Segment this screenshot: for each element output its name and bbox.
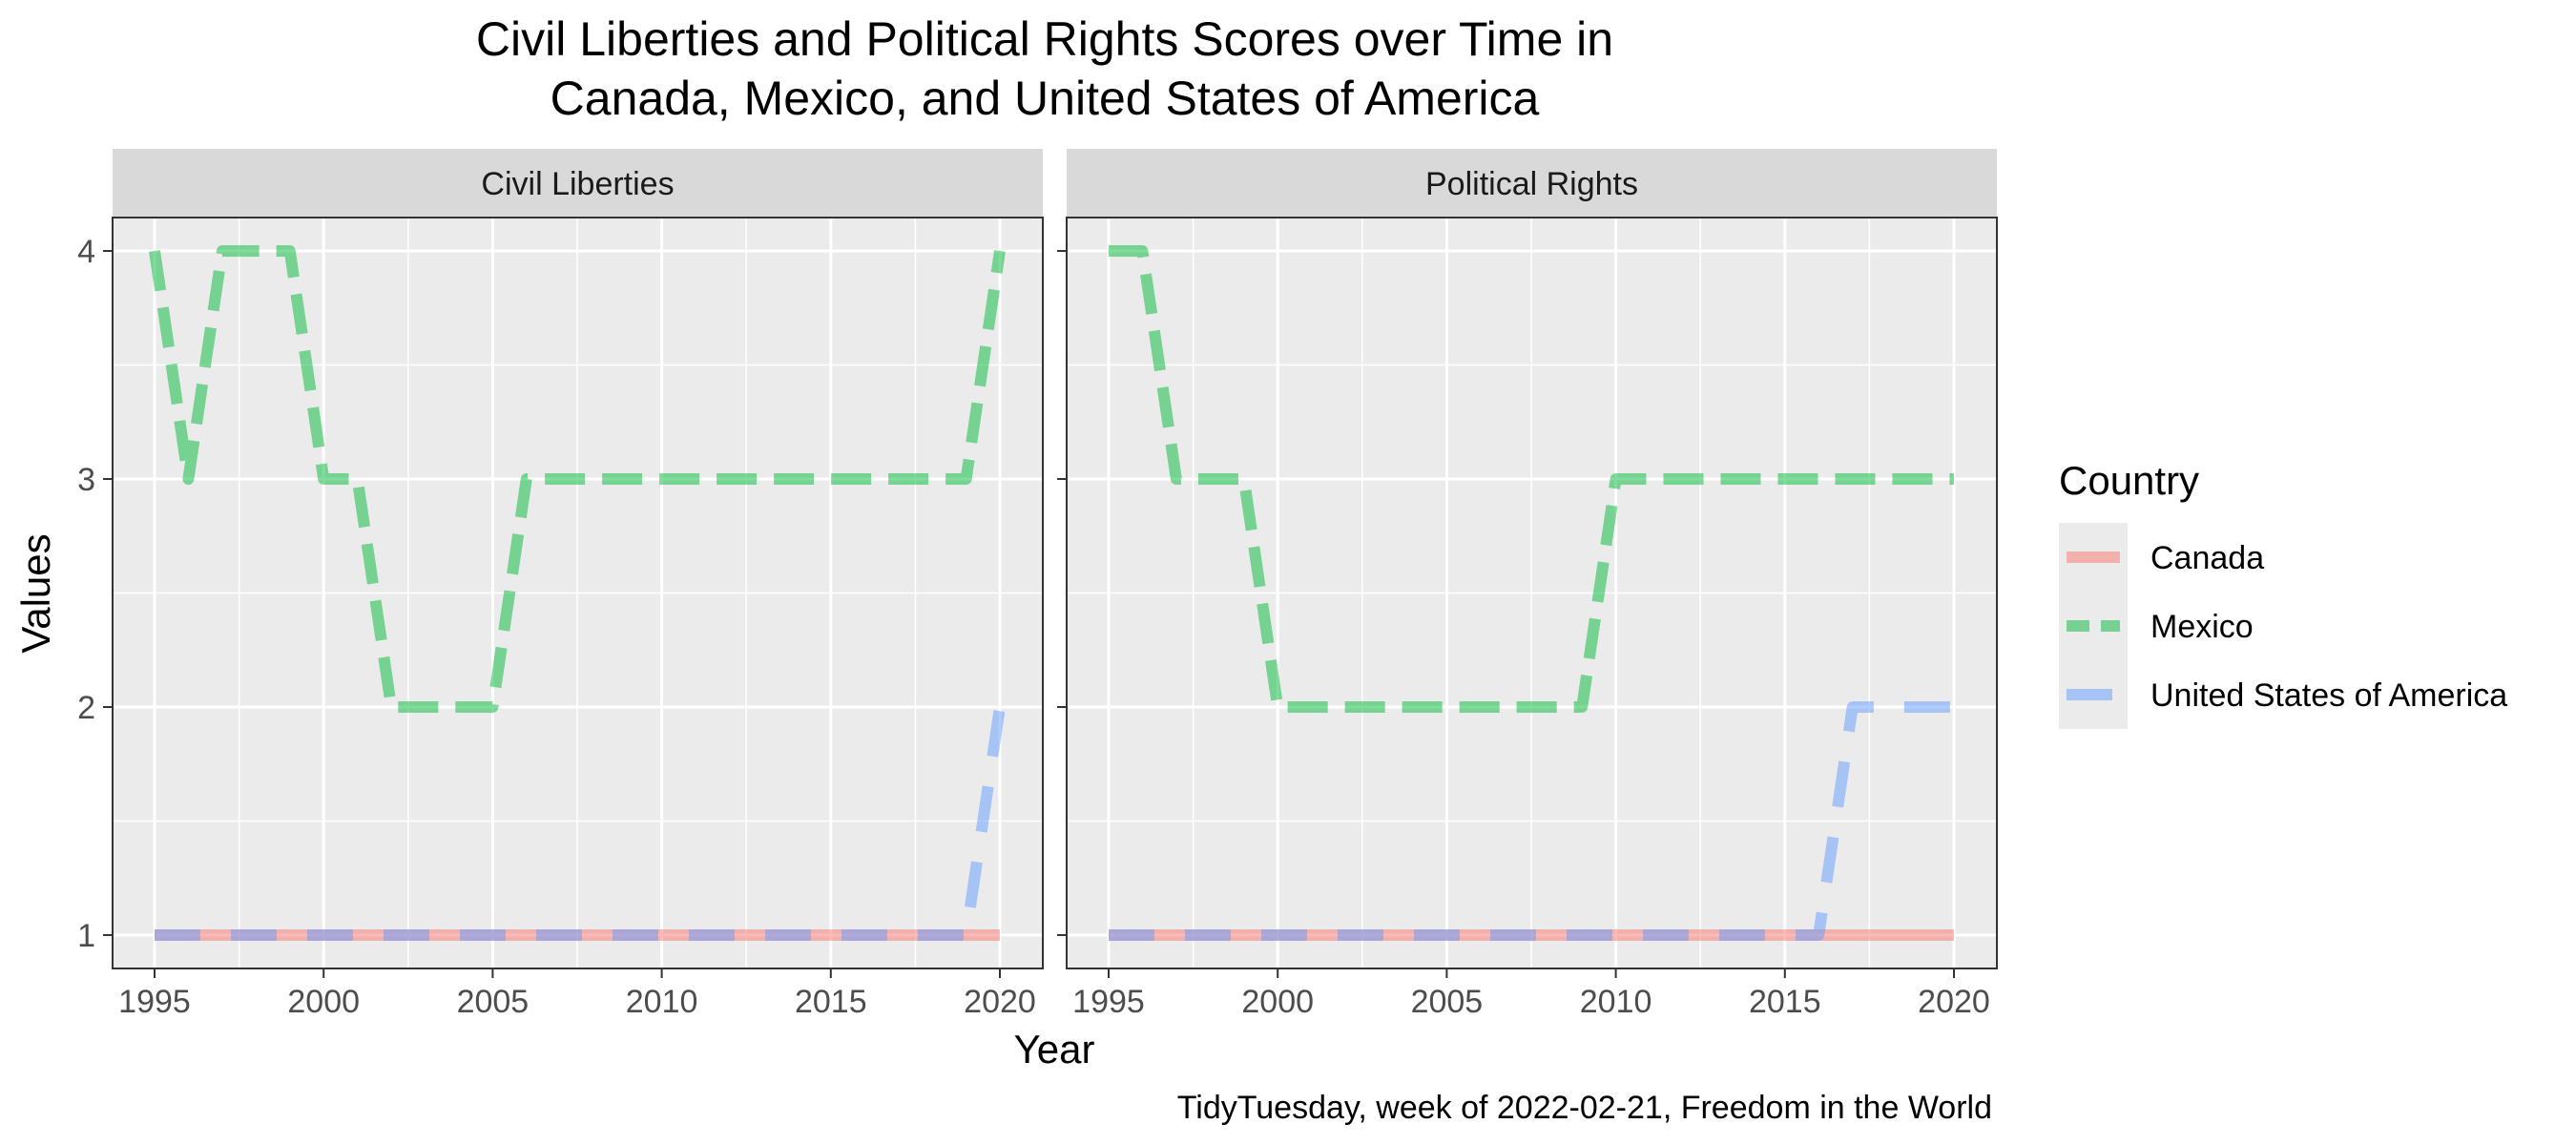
series-line-united-states-of-america (155, 706, 1006, 941)
strip-label: Civil Liberties (481, 166, 674, 202)
x-tick-label: 1995 (1072, 984, 1145, 1020)
x-tick-label: 2005 (457, 984, 530, 1020)
legend-item-canada: Canada (2059, 523, 2264, 592)
x-tick-label: 2015 (1749, 984, 1821, 1020)
legend: Country Canada Mexico United States of Ame… (2059, 458, 2507, 729)
panel-border (1066, 217, 1998, 969)
y-tick-label: 2 (77, 690, 95, 726)
series-line-united-states-of-america (1109, 701, 1954, 941)
panel-civil-liberties: Civil Liberties 1995 2000 2005 2010 2015 2020 1… (77, 149, 1044, 1020)
x-tick-label: 2005 (1411, 984, 1484, 1020)
y-tick-label: 4 (77, 234, 95, 270)
strip-background (1067, 149, 1997, 218)
x-tick-label: 2015 (795, 984, 867, 1020)
x-tick-label: 2020 (1918, 984, 1990, 1020)
strip-label: Political Rights (1425, 166, 1638, 202)
strip-background (113, 149, 1043, 218)
x-tick-label: 2010 (626, 984, 698, 1020)
facet-panels: Civil Liberties 1995 2000 2005 2010 2015 2020 1… (77, 149, 1998, 1020)
x-tick-label: 2000 (1241, 984, 1314, 1020)
legend-title: Country (2059, 458, 2199, 503)
x-tick-label: 1995 (118, 984, 191, 1020)
chart-title-line-2: Canada, Mexico, and United States of Ame… (551, 72, 1540, 125)
legend-label: Mexico (2150, 609, 2254, 645)
chart-title-line-1: Civil Liberties and Political Rights Sco… (476, 12, 1613, 66)
x-tick-label: 2020 (964, 984, 1036, 1020)
panel-border (112, 217, 1044, 969)
x-tick-label: 2010 (1580, 984, 1652, 1020)
series-line-mexico (1109, 245, 1954, 713)
x-axis-label: Year (1014, 1027, 1095, 1072)
y-tick-label: 1 (77, 918, 95, 954)
legend-item-united-states-of-america: United States of America (2059, 660, 2507, 729)
caption: TidyTuesday, week of 2022-02-21, Freedom… (1177, 1090, 1992, 1126)
y-axis-label: Values (13, 533, 58, 653)
legend-item-mexico: Mexico (2059, 592, 2254, 660)
panel-political-rights: Political Rights 1995 2000 2005 2010 2015 2020 (1057, 149, 1998, 1020)
x-tick-label: 2000 (287, 984, 360, 1020)
y-tick-label: 3 (77, 462, 95, 498)
series-line-mexico (149, 245, 1006, 713)
legend-label: Canada (2150, 540, 2264, 576)
legend-label: United States of America (2150, 677, 2507, 714)
